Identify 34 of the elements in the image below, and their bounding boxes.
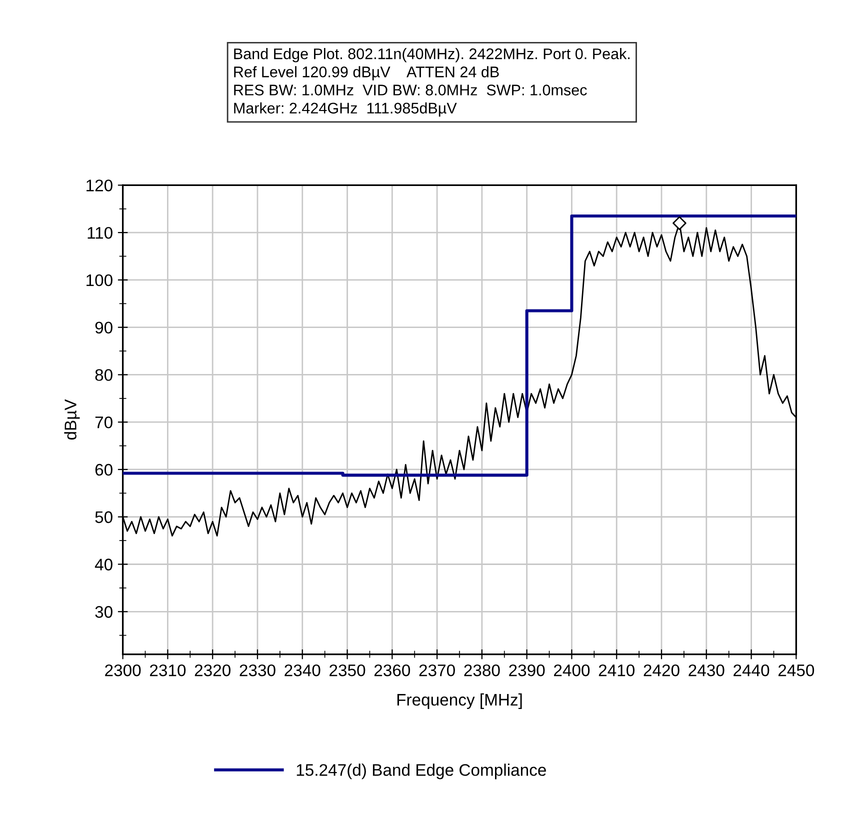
y-axis-title: dBµV (64, 399, 80, 440)
y-tick-label: 80 (95, 369, 112, 381)
x-tick-label: 2360 (374, 664, 410, 676)
x-tick-label: 2400 (554, 664, 590, 676)
x-tick-label: 2370 (419, 664, 455, 676)
x-tick-label: 2350 (330, 664, 366, 676)
x-tick-label: 2440 (734, 664, 770, 676)
y-tick-label: 70 (95, 416, 112, 428)
line-series (122, 214, 796, 477)
x-tick-label: 2300 (105, 664, 141, 676)
x-tick-label: 2410 (598, 664, 635, 676)
x-axis-title: Frequency [MHz] (397, 693, 522, 709)
y-tick-label: 40 (94, 558, 112, 570)
x-tick-label: 2310 (150, 664, 186, 676)
legend-label: 15.247(d) Band Edge Compliance (296, 764, 546, 780)
x-tick-label: 2420 (644, 664, 680, 676)
y-tick-label: 50 (95, 511, 112, 524)
y-tick-label: 110 (88, 226, 112, 239)
y-tick-label: 100 (86, 274, 112, 286)
x-tick-label: 2340 (284, 664, 320, 676)
text: Marker: 2.424GHz 111.985dBµV (234, 102, 457, 117)
chart-title: Band Edge Plot. 802.11n(40MHz). 2422MHz. Port 0. Peak. (234, 48, 630, 62)
y-tick-label: 120 (86, 180, 112, 192)
x-tick-label: 2380 (464, 664, 500, 676)
y-tick-label: 30 (95, 606, 112, 618)
x-tick-label: 2430 (688, 664, 724, 676)
y-tick-label: 90 (95, 322, 112, 334)
x-tick-label: 2330 (240, 664, 276, 676)
x-tick-label: 2320 (194, 664, 230, 676)
text: Ref Level 120.99 dBµV ATTEN 24 dB (234, 66, 499, 80)
x-tick-label: 2450 (778, 664, 814, 676)
y-tick-label: 60 (95, 464, 112, 476)
x-tick-label: 2390 (509, 664, 545, 676)
text: RES BW: 1.0MHz VID BW: 8.0MHz SWP: 1.0msec (234, 84, 587, 96)
